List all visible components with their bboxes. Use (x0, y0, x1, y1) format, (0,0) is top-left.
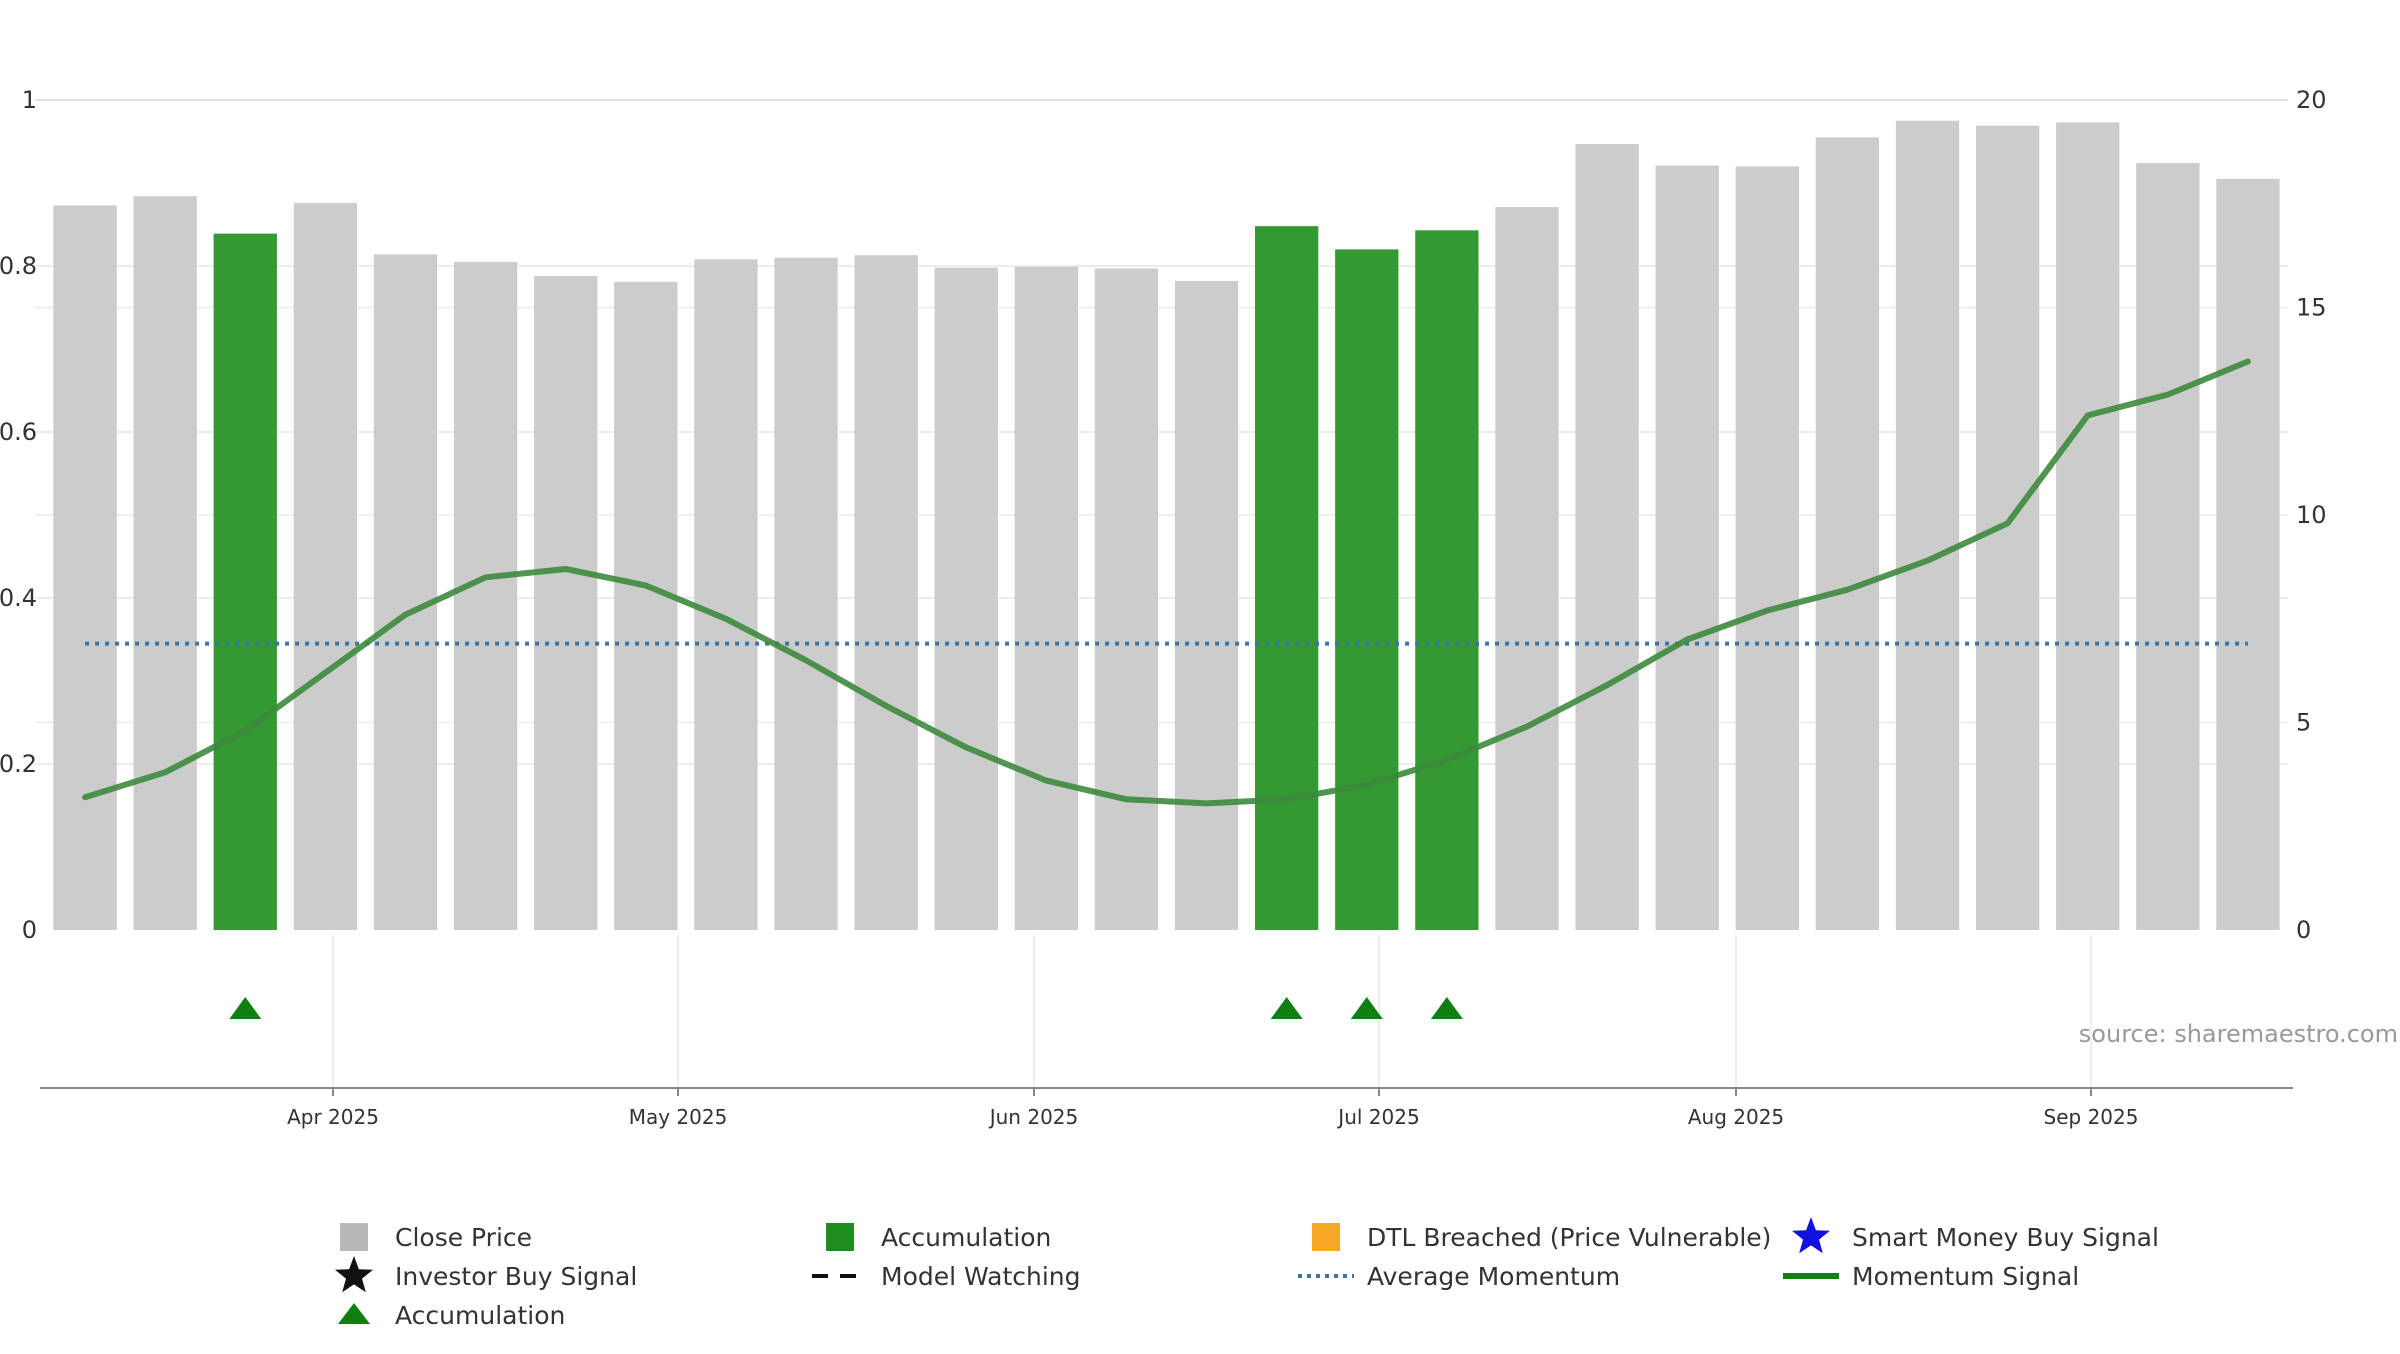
bar-close-price (1575, 143, 1639, 931)
legend-label: Momentum Signal (1852, 1262, 2079, 1291)
y-left-tick-label: 0.4 (0, 584, 37, 612)
bar-close-price (534, 275, 598, 931)
legend-star-smart-money (1792, 1217, 1830, 1254)
y-right-tick-label: 15 (2296, 294, 2327, 322)
y-right-tick-label: 5 (2296, 709, 2311, 737)
momentum-signal-line (82, 358, 2251, 807)
y-left-tick-label: 0.8 (0, 252, 37, 280)
legend-swatch-accumulation (826, 1223, 854, 1251)
bar-close-price (1815, 137, 1880, 931)
legend-label: Close Price (395, 1223, 532, 1252)
bar-accumulation (213, 233, 277, 930)
bar-close-price (1495, 207, 1559, 930)
bar-close-price (1735, 166, 1799, 930)
bar-close-price (293, 202, 358, 931)
legend-label: Investor Buy Signal (395, 1262, 637, 1291)
source-label: source: sharemaestro.com (2079, 1020, 2398, 1048)
x-tick-label: May 2025 (629, 1105, 728, 1129)
legend-label: Model Watching (881, 1262, 1081, 1291)
y-left-tick-label: 0.2 (0, 750, 37, 778)
bar-close-price (854, 255, 918, 930)
bar-close-price (774, 257, 838, 930)
x-tick-label: Jul 2025 (1336, 1105, 1419, 1129)
bar-close-price (1094, 268, 1159, 930)
y-left-tick-label: 1 (22, 86, 37, 114)
x-tick-label: Aug 2025 (1688, 1105, 1784, 1129)
legend-star-investor (335, 1256, 373, 1293)
accumulation-marker (1270, 997, 1303, 1019)
legend-swatch-dtl (1312, 1223, 1340, 1251)
bar-close-price (1174, 280, 1239, 930)
line-layer (82, 358, 2251, 807)
bar-accumulation (1255, 226, 1319, 930)
legend-label: DTL Breached (Price Vulnerable) (1367, 1223, 1771, 1252)
legend-label: Smart Money Buy Signal (1852, 1223, 2159, 1252)
bar-close-price (1895, 120, 1960, 930)
legend-label: Average Momentum (1367, 1262, 1620, 1291)
bar-close-price (1014, 266, 1078, 931)
accumulation-marker (229, 997, 262, 1019)
y-left-tick-label: 0.6 (0, 418, 37, 446)
accumulation-marker (1350, 997, 1383, 1019)
bar-close-price (694, 259, 758, 930)
bar-close-price (2136, 163, 2200, 930)
accumulation-marker (1430, 997, 1463, 1019)
bar-accumulation (1335, 249, 1399, 930)
x-tick-label: Apr 2025 (287, 1105, 379, 1129)
bar-close-price (2056, 122, 2120, 930)
bar-close-price (373, 254, 438, 930)
legend-label: Accumulation (395, 1301, 565, 1330)
y-right-tick-label: 20 (2296, 86, 2327, 114)
bar-close-price (1975, 125, 2040, 931)
legend-triangle-accumulation (338, 1303, 370, 1324)
bar-close-price (133, 196, 197, 930)
legend: Close Price Accumulation DTL Breached (Pri… (335, 1217, 2159, 1330)
bar-layer (53, 120, 2280, 931)
bar-close-price (53, 205, 117, 930)
bar-close-price (934, 267, 998, 930)
bar-close-price (1655, 165, 1719, 930)
bar-accumulation (1415, 230, 1479, 930)
legend-swatch-close-price (340, 1223, 368, 1251)
y-right-tick-label: 10 (2296, 501, 2327, 529)
y-left-tick-label: 0 (22, 916, 37, 944)
bar-close-price (453, 261, 518, 931)
x-tick-label: Jun 2025 (988, 1105, 1079, 1129)
bar-close-price (614, 281, 678, 930)
legend-label: Accumulation (881, 1223, 1051, 1252)
y-right-tick-label: 0 (2296, 916, 2311, 944)
bar-close-price (2216, 178, 2280, 931)
marker-layer (229, 997, 1463, 1019)
x-tick-label: Sep 2025 (2044, 1105, 2139, 1129)
